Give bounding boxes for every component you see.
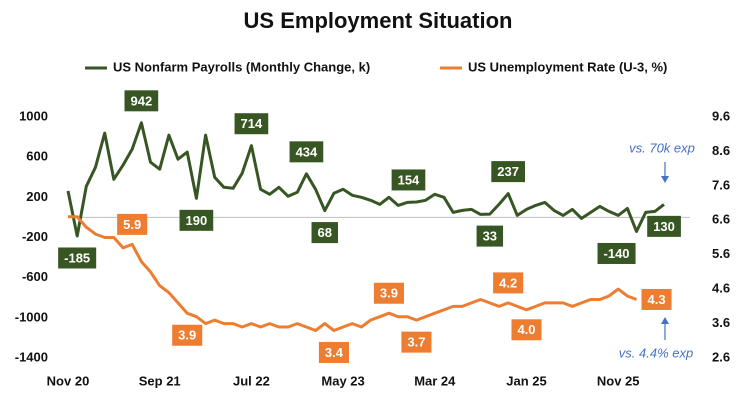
- data-label: 237: [497, 164, 519, 179]
- label-box: [124, 90, 159, 112]
- arrow-head: [661, 317, 669, 324]
- label-box: [289, 141, 324, 163]
- data-label: 130: [653, 219, 675, 234]
- data-label: 4.0: [517, 322, 535, 337]
- x-tick-label: Jul 22: [233, 373, 270, 388]
- data-label: 3.9: [178, 328, 196, 343]
- y-tick-label: 200: [26, 189, 48, 204]
- y2-tick-label: 4.6: [712, 281, 730, 296]
- data-label: 714: [241, 116, 263, 131]
- label-box: [373, 282, 404, 304]
- data-label: 4.2: [499, 275, 517, 290]
- label-box: [476, 225, 504, 247]
- data-label: 3.4: [325, 345, 344, 360]
- label-box: [647, 215, 681, 237]
- y2-tick-label: 8.6: [712, 143, 730, 158]
- x-tick-label: Nov 25: [597, 373, 640, 388]
- label-box: [511, 319, 542, 341]
- y-tick-label: -1400: [15, 349, 48, 364]
- label-box: [493, 272, 524, 294]
- y2-tick-label: 5.6: [712, 246, 730, 261]
- annotation: vs. 70k exp: [629, 140, 695, 155]
- label-box: [401, 331, 432, 353]
- y-tick-label: -600: [22, 269, 48, 284]
- label-box: [311, 222, 338, 244]
- arrow-head: [661, 176, 669, 183]
- data-label: 942: [131, 93, 153, 108]
- label-box: [234, 113, 269, 135]
- x-tick-label: Mar 24: [414, 373, 456, 388]
- label-box: [391, 169, 426, 191]
- data-label: 154: [398, 172, 420, 187]
- label-box: [172, 324, 203, 346]
- data-label: 434: [296, 144, 318, 159]
- data-label: 190: [186, 213, 208, 228]
- data-label: 33: [483, 229, 497, 244]
- label-box: [58, 247, 97, 269]
- y2-tick-label: 6.6: [712, 212, 730, 227]
- y2-tick-label: 2.6: [712, 349, 730, 364]
- label-box: [179, 209, 214, 231]
- annotation: vs. 4.4% exp: [619, 345, 693, 360]
- y2-tick-label: 9.6: [712, 108, 730, 123]
- data-label: 3.9: [380, 286, 398, 301]
- legend-label: US Nonfarm Payrolls (Monthly Change, k): [113, 59, 370, 74]
- label-box: [117, 213, 148, 235]
- data-label: -185: [64, 250, 90, 265]
- y2-tick-label: 7.6: [712, 177, 730, 192]
- y-tick-label: 1000: [19, 108, 48, 123]
- x-tick-label: Jan 25: [506, 373, 546, 388]
- y-tick-label: -200: [22, 229, 48, 244]
- y-tick-label: 600: [26, 149, 48, 164]
- legend-label: US Unemployment Rate (U-3, %): [468, 59, 667, 74]
- data-label: 68: [318, 225, 332, 240]
- data-label: 5.9: [123, 217, 141, 232]
- data-label: 4.3: [648, 292, 666, 307]
- x-tick-label: May 23: [321, 373, 364, 388]
- x-tick-label: Sep 21: [139, 373, 181, 388]
- series-line: [68, 215, 638, 332]
- chart-title: US Employment Situation: [244, 8, 513, 33]
- data-label: 3.7: [407, 335, 425, 350]
- label-box: [641, 288, 672, 310]
- x-tick-label: Nov 20: [47, 373, 90, 388]
- series-line: [66, 121, 665, 238]
- label-box: [491, 161, 526, 183]
- label-box: [597, 242, 636, 264]
- data-label: -140: [604, 246, 630, 261]
- y-tick-label: -1000: [15, 309, 48, 324]
- y2-tick-label: 3.6: [712, 315, 730, 330]
- label-box: [318, 341, 349, 363]
